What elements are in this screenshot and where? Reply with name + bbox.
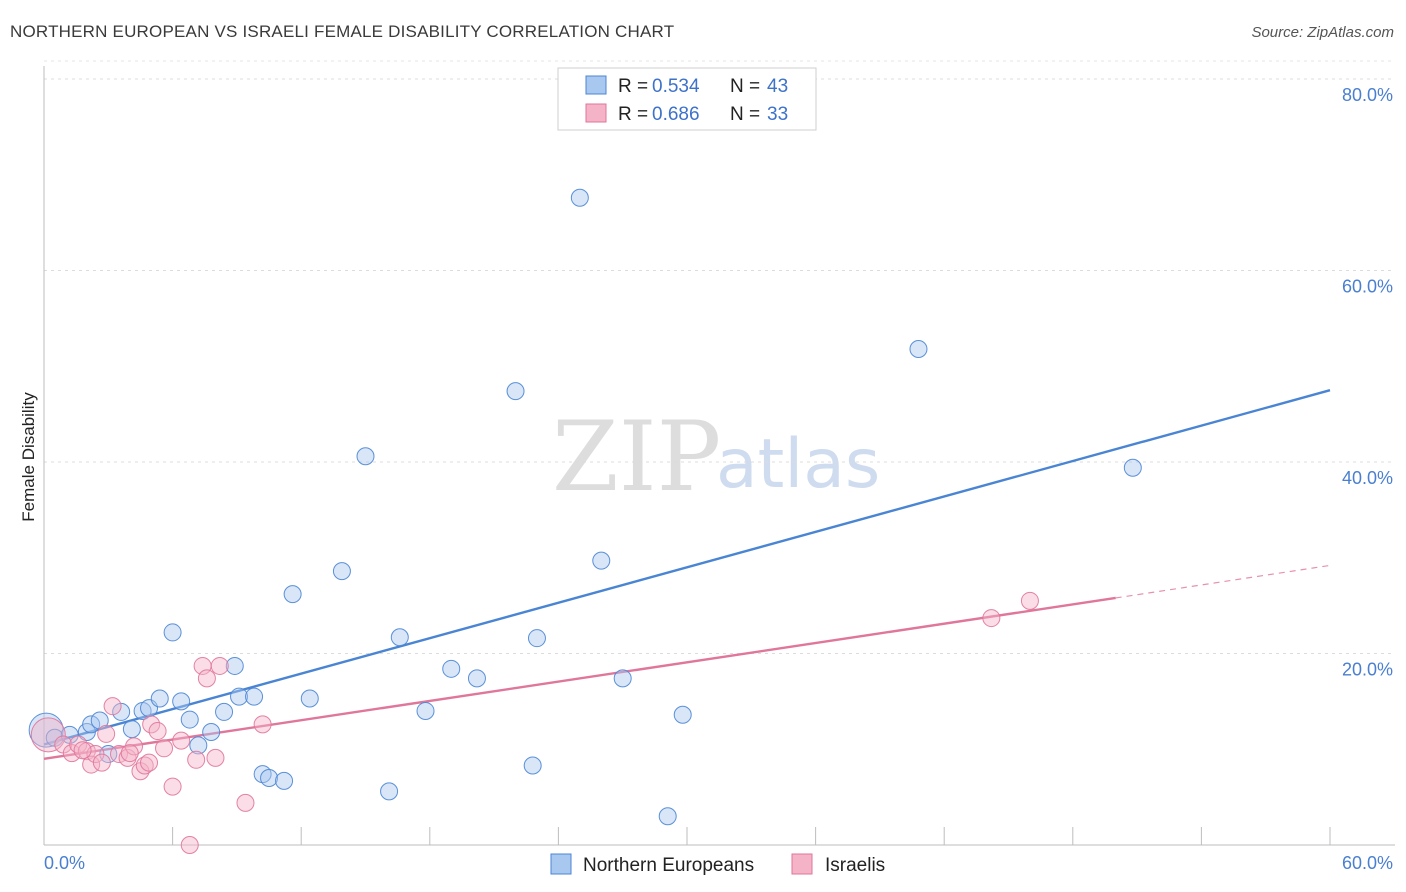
data-point-northern bbox=[658, 807, 677, 826]
data-point-northern bbox=[245, 687, 264, 706]
data-point-northern bbox=[215, 702, 234, 721]
y-tick-label: 80.0% bbox=[1342, 85, 1393, 105]
series-legend-swatch-northern bbox=[550, 853, 572, 875]
data-point-northern bbox=[283, 585, 302, 604]
data-point-israeli bbox=[103, 697, 122, 716]
data-point-northern bbox=[260, 768, 279, 787]
data-point-northern bbox=[673, 705, 692, 724]
data-point-northern bbox=[180, 710, 199, 729]
y-axis-label: Female Disability bbox=[19, 392, 38, 522]
legend-r-label-2: R = bbox=[618, 104, 648, 125]
data-point-northern bbox=[390, 628, 409, 647]
data-point-israeli bbox=[120, 744, 139, 763]
data-point-israeli bbox=[142, 715, 161, 734]
legend-swatch-northern bbox=[585, 75, 607, 95]
data-point-israeli bbox=[206, 748, 225, 767]
data-point-northern bbox=[163, 623, 182, 642]
legend-n-label-1: N = bbox=[730, 76, 760, 97]
source-label: Source: ZipAtlas.com bbox=[1251, 24, 1394, 41]
data-point-northern bbox=[230, 687, 249, 706]
data-point-israeli bbox=[172, 731, 191, 750]
legend-r-label-1: R = bbox=[618, 76, 648, 97]
data-point-northern bbox=[909, 340, 928, 359]
data-point-israeli bbox=[140, 753, 159, 772]
data-point-northern bbox=[527, 629, 546, 648]
series-legend: Northern Europeans Israelis bbox=[550, 853, 885, 876]
legend-r-value-1: 0.534 bbox=[652, 76, 700, 97]
legend-n-label-2: N = bbox=[730, 104, 760, 125]
data-point-northern bbox=[150, 689, 169, 708]
legend-r-value-2: 0.686 bbox=[652, 104, 700, 125]
data-point-israeli bbox=[163, 777, 182, 796]
data-point-israeli bbox=[148, 722, 167, 741]
data-point-northern bbox=[442, 659, 461, 678]
x-tick-left: 0.0% bbox=[44, 853, 85, 873]
trend-extension-1 bbox=[1115, 564, 1331, 599]
y-tick-label: 40.0% bbox=[1342, 468, 1393, 488]
series-legend-northern: Northern Europeans bbox=[583, 855, 754, 876]
data-point-northern bbox=[523, 756, 542, 775]
legend-n-value-2: 33 bbox=[767, 104, 788, 125]
data-point-northern bbox=[122, 720, 141, 739]
series-legend-israelis: Israelis bbox=[825, 855, 885, 876]
data-point-northern bbox=[1123, 458, 1142, 477]
series-legend-swatch-israelis bbox=[791, 853, 813, 875]
data-point-northern bbox=[506, 382, 525, 401]
data-point-israeli bbox=[1020, 591, 1039, 610]
data-point-israeli bbox=[253, 715, 272, 734]
data-point-northern bbox=[300, 689, 319, 708]
watermark-zip: ZIP bbox=[552, 401, 721, 513]
data-point-northern bbox=[172, 692, 191, 711]
data-point-northern bbox=[592, 551, 611, 570]
watermark-atlas: atlas bbox=[716, 425, 880, 504]
data-point-israeli bbox=[187, 750, 206, 769]
data-point-northern bbox=[570, 188, 589, 207]
data-point-israeli bbox=[97, 724, 116, 743]
data-point-northern bbox=[613, 669, 632, 688]
data-point-northern bbox=[332, 562, 351, 581]
data-point-northern bbox=[467, 669, 486, 688]
data-point-israeli bbox=[155, 739, 174, 758]
stats-legend: R = 0.534 N = 43 R = 0.686 N = 33 bbox=[557, 67, 817, 131]
legend-n-value-1: 43 bbox=[767, 76, 788, 97]
data-point-israeli bbox=[210, 656, 229, 675]
data-point-northern bbox=[112, 702, 131, 721]
y-tick-label: 20.0% bbox=[1342, 660, 1393, 680]
trend-line-0 bbox=[43, 389, 1331, 746]
data-point-israeli bbox=[180, 836, 199, 854]
trend-line-1 bbox=[43, 596, 1116, 761]
data-point-northern bbox=[356, 447, 375, 466]
data-point-northern bbox=[225, 656, 244, 675]
data-point-israeli bbox=[30, 717, 66, 753]
y-tick-label: 60.0% bbox=[1342, 277, 1393, 297]
data-point-israeli bbox=[982, 609, 1001, 628]
data-point-northern bbox=[82, 715, 101, 734]
data-point-israeli bbox=[73, 741, 92, 760]
data-point-northern bbox=[416, 701, 435, 720]
data-point-israeli bbox=[118, 748, 137, 767]
data-point-israeli bbox=[236, 793, 255, 812]
x-tick-right: 60.0% bbox=[1342, 853, 1393, 873]
data-point-northern bbox=[202, 723, 221, 742]
data-point-northern bbox=[380, 782, 399, 801]
legend-swatch-israelis bbox=[585, 103, 607, 123]
data-point-northern bbox=[275, 771, 294, 790]
data-point-northern bbox=[189, 736, 208, 755]
data-point-israeli bbox=[92, 753, 111, 772]
chart-title: NORTHERN EUROPEAN VS ISRAELI FEMALE DISA… bbox=[10, 22, 675, 41]
data-point-israeli bbox=[197, 669, 216, 688]
